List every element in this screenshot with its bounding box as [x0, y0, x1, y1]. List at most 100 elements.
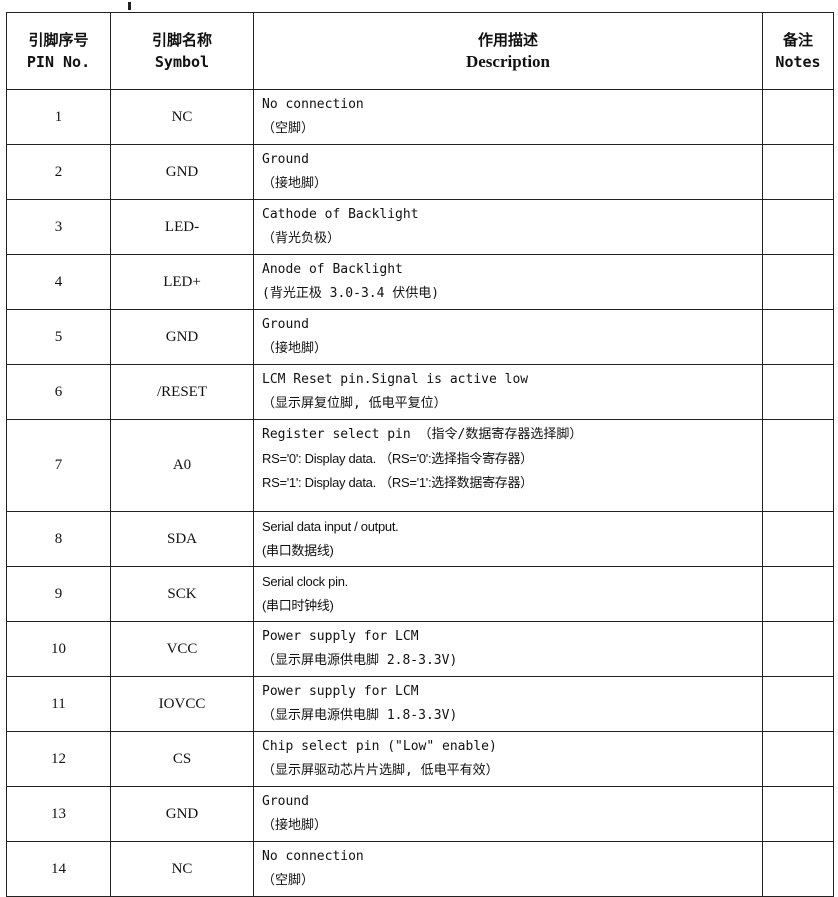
pin-symbol: GND	[110, 309, 254, 365]
pin-notes	[762, 731, 834, 787]
pin-notes	[762, 144, 834, 200]
description-line: Register select pin （指令/数据寄存器选择脚）	[262, 427, 583, 442]
table-row: 7 A0 Register select pin （指令/数据寄存器选择脚） RS='…	[6, 419, 834, 512]
description-line: RS='0': Display data. （RS='0':选择指令寄存器）	[262, 451, 533, 466]
pin-symbol: GND	[110, 144, 254, 200]
pin-notes	[762, 841, 834, 897]
pin-number: 10	[6, 621, 111, 677]
pin-notes	[762, 199, 834, 255]
table-row: 4 LED+ Anode of Backlight (背光正极 3.0-3.4 伏供电…	[6, 254, 834, 310]
description-line: Cathode of Backlight	[262, 207, 419, 222]
pin-number: 5	[6, 309, 111, 365]
description-line: Ground	[262, 794, 309, 809]
pin-notes	[762, 786, 834, 842]
header-row: 引脚序号 PIN No. 引脚名称 Symbol 作用描述 Description 备…	[6, 12, 834, 90]
description-line: LCM Reset pin.Signal is active low	[262, 372, 529, 387]
pin-description: Power supply for LCM （显示屏电源供电脚 1.8-3.3V)	[253, 676, 763, 732]
header-pin: 引脚序号 PIN No.	[6, 12, 111, 90]
description-line: RS='1': Display data. （RS='1':选择数据寄存器）	[262, 475, 533, 490]
pin-number: 1	[6, 89, 111, 145]
description-line: （显示屏驱动芯片片选脚, 低电平有效）	[262, 763, 499, 778]
pin-description: Ground （接地脚）	[253, 144, 763, 200]
description-line: Chip select pin ("Low" enable)	[262, 739, 497, 754]
pin-number: 14	[6, 841, 111, 897]
pin-symbol: VCC	[110, 621, 254, 677]
pin-number: 2	[6, 144, 111, 200]
header-description: 作用描述 Description	[253, 12, 763, 90]
pin-number: 9	[6, 566, 111, 622]
pin-number: 8	[6, 511, 111, 567]
pin-table: 引脚序号 PIN No. 引脚名称 Symbol 作用描述 Description 备…	[6, 12, 834, 897]
pin-symbol: /RESET	[110, 364, 254, 420]
pin-symbol: NC	[110, 841, 254, 897]
pin-symbol: GND	[110, 786, 254, 842]
pin-description: Chip select pin ("Low" enable) （显示屏驱动芯片片…	[253, 731, 763, 787]
pin-symbol: NC	[110, 89, 254, 145]
pin-number: 11	[6, 676, 111, 732]
pin-notes	[762, 364, 834, 420]
description-line: (串口时钟线)	[262, 598, 334, 613]
description-line: （接地脚）	[262, 818, 328, 833]
pin-number: 6	[6, 364, 111, 420]
description-line: Ground	[262, 317, 309, 332]
table-row: 14 NC No connection （空脚）	[6, 841, 834, 897]
pin-symbol: SCK	[110, 566, 254, 622]
pin-number: 7	[6, 419, 111, 512]
pin-notes	[762, 89, 834, 145]
pin-number: 3	[6, 199, 111, 255]
description-line: No connection	[262, 849, 364, 864]
pin-notes	[762, 676, 834, 732]
description-line: （接地脚）	[262, 176, 328, 191]
table-row: 10 VCC Power supply for LCM （显示屏电源供电脚 2.8-…	[6, 621, 834, 677]
pin-description: Serial data input / output. (串口数据线)	[253, 511, 763, 567]
pin-description: Serial clock pin. (串口时钟线)	[253, 566, 763, 622]
pin-description: Anode of Backlight (背光正极 3.0-3.4 伏供电)	[253, 254, 763, 310]
description-line: （背光负极）	[262, 231, 341, 246]
description-line: （接地脚）	[262, 341, 328, 356]
description-line: (串口数据线)	[262, 543, 334, 558]
table-row: 2 GND Ground （接地脚）	[6, 144, 834, 200]
table-row: 9 SCK Serial clock pin. (串口时钟线)	[6, 566, 834, 622]
description-line: (背光正极 3.0-3.4 伏供电)	[262, 286, 440, 301]
description-line: （空脚）	[262, 121, 315, 136]
table-row: 3 LED- Cathode of Backlight （背光负极）	[6, 199, 834, 255]
description-line: Serial clock pin.	[262, 574, 348, 589]
description-line: （显示屏电源供电脚 2.8-3.3V)	[262, 653, 458, 668]
pin-description: LCM Reset pin.Signal is active low （显示屏复…	[253, 364, 763, 420]
pin-symbol: CS	[110, 731, 254, 787]
description-line: Serial data input / output.	[262, 519, 399, 534]
pin-notes	[762, 309, 834, 365]
pin-symbol: LED+	[110, 254, 254, 310]
pin-description: Register select pin （指令/数据寄存器选择脚） RS='0':…	[253, 419, 763, 512]
description-line: （显示屏电源供电脚 1.8-3.3V)	[262, 708, 458, 723]
header-symbol: 引脚名称 Symbol	[110, 12, 254, 90]
pin-notes	[762, 254, 834, 310]
table-row: 5 GND Ground （接地脚）	[6, 309, 834, 365]
pin-symbol: A0	[110, 419, 254, 512]
description-line: （空脚）	[262, 873, 315, 888]
description-line: Ground	[262, 152, 309, 167]
pin-notes	[762, 419, 834, 512]
table-row: 8 SDA Serial data input / output. (串口数据线)	[6, 511, 834, 567]
pin-symbol: IOVCC	[110, 676, 254, 732]
table-row: 1 NC No connection （空脚）	[6, 89, 834, 145]
pin-notes	[762, 511, 834, 567]
pin-description: Power supply for LCM （显示屏电源供电脚 2.8-3.3V)	[253, 621, 763, 677]
pin-symbol: SDA	[110, 511, 254, 567]
pin-description: Cathode of Backlight （背光负极）	[253, 199, 763, 255]
pin-description: Ground （接地脚）	[253, 309, 763, 365]
table-row: 11 IOVCC Power supply for LCM （显示屏电源供电脚 1.…	[6, 676, 834, 732]
description-line: Power supply for LCM	[262, 629, 419, 644]
table-row: 6/RESET LCM Reset pin.Signal is active lo…	[6, 364, 834, 420]
pin-description: No connection （空脚）	[253, 841, 763, 897]
pin-description: No connection （空脚）	[253, 89, 763, 145]
description-line: （显示屏复位脚, 低电平复位）	[262, 396, 447, 411]
stray-mark	[128, 2, 131, 10]
description-line: Anode of Backlight	[262, 262, 403, 277]
table-row: 12 CS Chip select pin ("Low" enable) （显示屏驱…	[6, 731, 834, 787]
pin-number: 13	[6, 786, 111, 842]
pin-notes	[762, 566, 834, 622]
header-notes: 备注 Notes	[762, 12, 834, 90]
pin-number: 4	[6, 254, 111, 310]
pin-symbol: LED-	[110, 199, 254, 255]
